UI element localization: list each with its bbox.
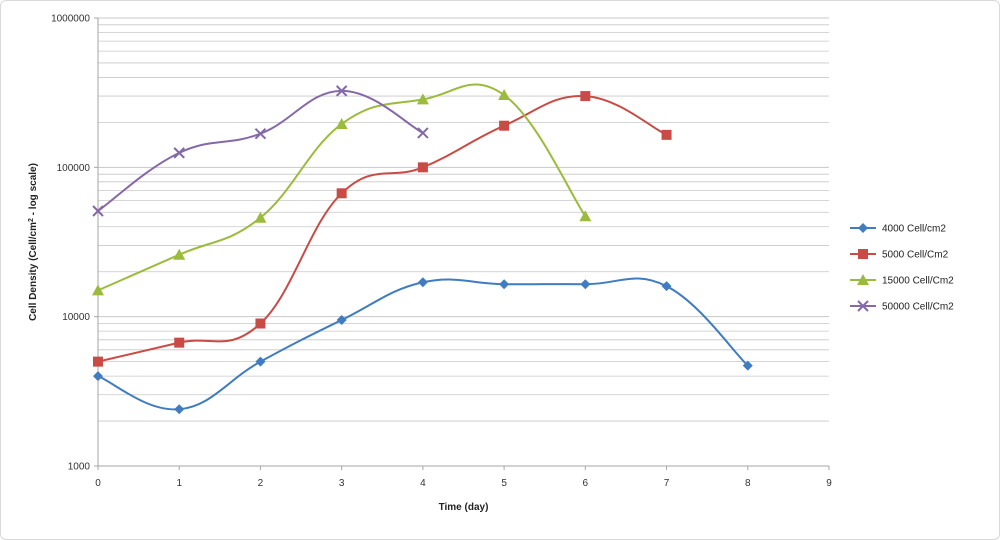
series-4 bbox=[92, 85, 429, 217]
data-point bbox=[580, 91, 591, 102]
legend-label: 15000 Cell/Cm2 bbox=[882, 276, 954, 287]
y-tick-label: 10000 bbox=[62, 312, 90, 323]
x-marker-stroke bbox=[857, 300, 869, 312]
data-point bbox=[335, 118, 348, 130]
y-axis-title-main: Cell Density (Cell/cm bbox=[28, 222, 39, 321]
data-point bbox=[580, 279, 591, 290]
legend-marker bbox=[857, 300, 869, 312]
data-point bbox=[336, 314, 347, 325]
data-point bbox=[499, 120, 510, 131]
data-point bbox=[92, 284, 104, 296]
data-point bbox=[255, 356, 266, 367]
x-marker-stroke bbox=[173, 147, 185, 159]
legend-marker bbox=[858, 223, 868, 233]
data-point bbox=[92, 205, 104, 217]
series-2 bbox=[93, 91, 672, 367]
data-point bbox=[254, 127, 267, 140]
x-axis-title: Time (day) bbox=[439, 502, 489, 513]
x-tick-label: 0 bbox=[95, 478, 101, 489]
axes bbox=[97, 18, 829, 467]
legend-item: 15000 Cell/Cm2 bbox=[850, 274, 954, 287]
legend-marker bbox=[857, 274, 869, 285]
x-tick-label: 1 bbox=[176, 478, 182, 489]
x-tick-label: 3 bbox=[339, 478, 345, 489]
data-point bbox=[417, 162, 428, 173]
data-point bbox=[255, 318, 266, 329]
x-tick-labels: 0 1 2 3 4 5 6 7 8 9 bbox=[95, 466, 832, 489]
x-tick-label: 2 bbox=[258, 478, 264, 489]
data-point bbox=[498, 89, 511, 101]
data-point bbox=[742, 360, 753, 371]
legend-label: 5000 Cell/Cm2 bbox=[882, 250, 949, 261]
data-point bbox=[499, 279, 510, 290]
data-point bbox=[173, 147, 185, 159]
data-point bbox=[417, 127, 429, 139]
series-line bbox=[97, 95, 667, 363]
y-tick-labels: 1000 10000 100000 1000000 bbox=[51, 14, 98, 473]
data-point bbox=[93, 356, 103, 367]
legend-marker bbox=[858, 249, 868, 259]
legend: 4000 Cell/cm2 5000 Cell/Cm2 15000 Cell/Cm2… bbox=[850, 223, 954, 313]
series-3 bbox=[92, 83, 592, 296]
y-tick-label: 100000 bbox=[57, 163, 91, 174]
x-tick-label: 6 bbox=[583, 478, 589, 489]
series-1 bbox=[93, 277, 753, 415]
y-axis-title-superscript: 2 bbox=[28, 218, 35, 222]
data-point bbox=[661, 129, 672, 140]
legend-item: 5000 Cell/Cm2 bbox=[850, 249, 949, 261]
y-tick-label: 1000 bbox=[68, 462, 91, 473]
data-point bbox=[93, 371, 103, 382]
data-point bbox=[173, 248, 186, 260]
legend-label: 50000 Cell/Cm2 bbox=[882, 302, 954, 313]
x-tick-label: 4 bbox=[420, 478, 426, 489]
data-point bbox=[336, 188, 347, 199]
data-point bbox=[416, 93, 429, 105]
x-tick-label: 9 bbox=[826, 478, 832, 489]
series-line bbox=[97, 277, 749, 411]
data-point bbox=[335, 85, 348, 97]
series-line bbox=[97, 89, 424, 212]
legend-item: 4000 Cell/cm2 bbox=[850, 223, 946, 235]
x-tick-label: 7 bbox=[664, 478, 670, 489]
y-tick-label: 1000000 bbox=[51, 14, 90, 25]
x-marker-stroke bbox=[417, 127, 429, 139]
data-point bbox=[417, 277, 428, 288]
legend-item: 50000 Cell/Cm2 bbox=[850, 300, 954, 313]
series bbox=[92, 83, 753, 415]
y-axis-title-tail: - log scale) bbox=[28, 163, 39, 218]
x-tick-label: 5 bbox=[501, 478, 507, 489]
data-point bbox=[661, 281, 672, 292]
series-line bbox=[97, 83, 587, 292]
data-point bbox=[579, 210, 592, 222]
y-axis-title: Cell Density (Cell/cm2 - log scale) bbox=[28, 163, 40, 321]
data-point bbox=[174, 404, 185, 415]
x-marker-stroke bbox=[335, 85, 348, 97]
data-point bbox=[174, 337, 185, 348]
x-marker-stroke bbox=[92, 205, 104, 217]
legend-label: 4000 Cell/cm2 bbox=[882, 224, 946, 235]
x-tick-label: 8 bbox=[745, 478, 751, 489]
data-point bbox=[254, 211, 267, 223]
x-marker-stroke bbox=[254, 127, 267, 140]
